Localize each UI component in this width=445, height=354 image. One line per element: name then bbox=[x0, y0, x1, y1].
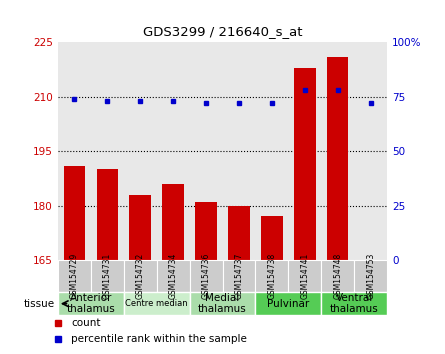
FancyBboxPatch shape bbox=[157, 260, 190, 292]
Text: Ventral
thalamus: Ventral thalamus bbox=[330, 293, 379, 314]
Text: GSM154737: GSM154737 bbox=[235, 253, 243, 299]
Text: Pulvinar: Pulvinar bbox=[267, 299, 309, 309]
FancyBboxPatch shape bbox=[190, 292, 255, 315]
FancyBboxPatch shape bbox=[288, 260, 321, 292]
FancyBboxPatch shape bbox=[58, 292, 124, 315]
Bar bbox=[327, 57, 348, 260]
Text: Medial
thalamus: Medial thalamus bbox=[198, 293, 247, 314]
FancyBboxPatch shape bbox=[91, 260, 124, 292]
Text: GSM154732: GSM154732 bbox=[136, 253, 145, 299]
FancyBboxPatch shape bbox=[222, 260, 255, 292]
FancyBboxPatch shape bbox=[124, 260, 157, 292]
Bar bbox=[195, 202, 217, 260]
Text: GSM154753: GSM154753 bbox=[366, 253, 375, 299]
Text: tissue: tissue bbox=[24, 299, 55, 309]
Text: count: count bbox=[71, 318, 101, 328]
FancyBboxPatch shape bbox=[58, 260, 91, 292]
Text: Anterior
thalamus: Anterior thalamus bbox=[66, 293, 115, 314]
Text: GSM154736: GSM154736 bbox=[202, 253, 210, 299]
Text: percentile rank within the sample: percentile rank within the sample bbox=[71, 334, 247, 344]
Bar bbox=[228, 206, 250, 260]
FancyBboxPatch shape bbox=[255, 260, 288, 292]
Bar bbox=[261, 216, 283, 260]
Bar bbox=[162, 184, 184, 260]
FancyBboxPatch shape bbox=[190, 260, 222, 292]
Bar bbox=[97, 169, 118, 260]
Text: GDS3299 / 216640_s_at: GDS3299 / 216640_s_at bbox=[143, 25, 302, 38]
Text: GSM154738: GSM154738 bbox=[267, 253, 276, 299]
Text: GSM154748: GSM154748 bbox=[333, 253, 342, 299]
Text: GSM154741: GSM154741 bbox=[300, 253, 309, 299]
Text: GSM154731: GSM154731 bbox=[103, 253, 112, 299]
Bar bbox=[294, 68, 316, 260]
FancyBboxPatch shape bbox=[354, 260, 387, 292]
FancyBboxPatch shape bbox=[321, 260, 354, 292]
Text: GSM154734: GSM154734 bbox=[169, 253, 178, 299]
Text: GSM154729: GSM154729 bbox=[70, 253, 79, 299]
FancyBboxPatch shape bbox=[124, 292, 190, 315]
FancyBboxPatch shape bbox=[321, 292, 387, 315]
FancyBboxPatch shape bbox=[255, 292, 321, 315]
Bar bbox=[64, 166, 85, 260]
Bar bbox=[129, 195, 151, 260]
Text: Centre median: Centre median bbox=[125, 299, 188, 308]
